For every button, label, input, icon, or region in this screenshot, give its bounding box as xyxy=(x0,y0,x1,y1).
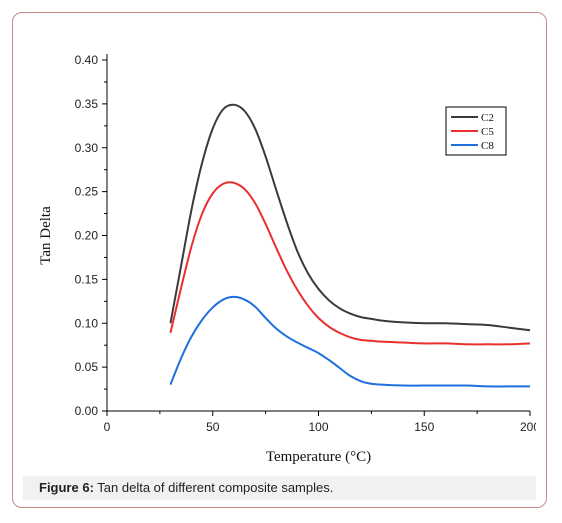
y-tick-label: 0.15 xyxy=(75,272,99,286)
x-tick-label: 200 xyxy=(520,420,536,434)
y-tick-label: 0.25 xyxy=(75,185,99,199)
x-tick-label: 0 xyxy=(104,420,111,434)
x-tick-label: 150 xyxy=(414,420,434,434)
y-tick-label: 0.35 xyxy=(75,97,99,111)
y-tick-label: 0.20 xyxy=(75,229,99,243)
y-tick-label: 0.40 xyxy=(75,53,99,67)
legend-label-c2: C2 xyxy=(481,112,494,124)
legend-label-c8: C8 xyxy=(481,140,494,152)
legend-label-c5: C5 xyxy=(481,126,494,138)
x-axis-title: Temperature (°C) xyxy=(266,449,371,465)
x-tick-label: 100 xyxy=(308,420,328,434)
y-tick-label: 0.00 xyxy=(75,404,99,418)
caption-label: Figure 6: xyxy=(39,480,94,495)
y-tick-label: 0.30 xyxy=(75,141,99,155)
tan-delta-chart: 0.00 0.05 0.10 0.15 0.20 0.25 0.30 0.35 0.40 0 50 1… xyxy=(38,53,540,465)
figure-frame: 0.00 0.05 0.10 0.15 0.20 0.25 0.30 0.35 0.40 0 50 1… xyxy=(12,12,547,508)
y-tick-label: 0.10 xyxy=(75,316,99,330)
series-line-c5 xyxy=(169,181,531,346)
x-tick-label: 50 xyxy=(206,420,220,434)
figure-caption: Figure 6: Tan delta of different composi… xyxy=(23,476,536,500)
caption-text: Tan delta of different composite samples… xyxy=(93,480,334,495)
y-tick-label: 0.05 xyxy=(75,360,99,374)
series-line-c2 xyxy=(169,103,531,332)
y-axis-title: Tan Delta xyxy=(38,206,54,265)
series-line-c8 xyxy=(169,295,530,388)
chart-area: 0.00 0.05 0.10 0.15 0.20 0.25 0.30 0.35 0.40 0 50 1… xyxy=(23,23,540,476)
